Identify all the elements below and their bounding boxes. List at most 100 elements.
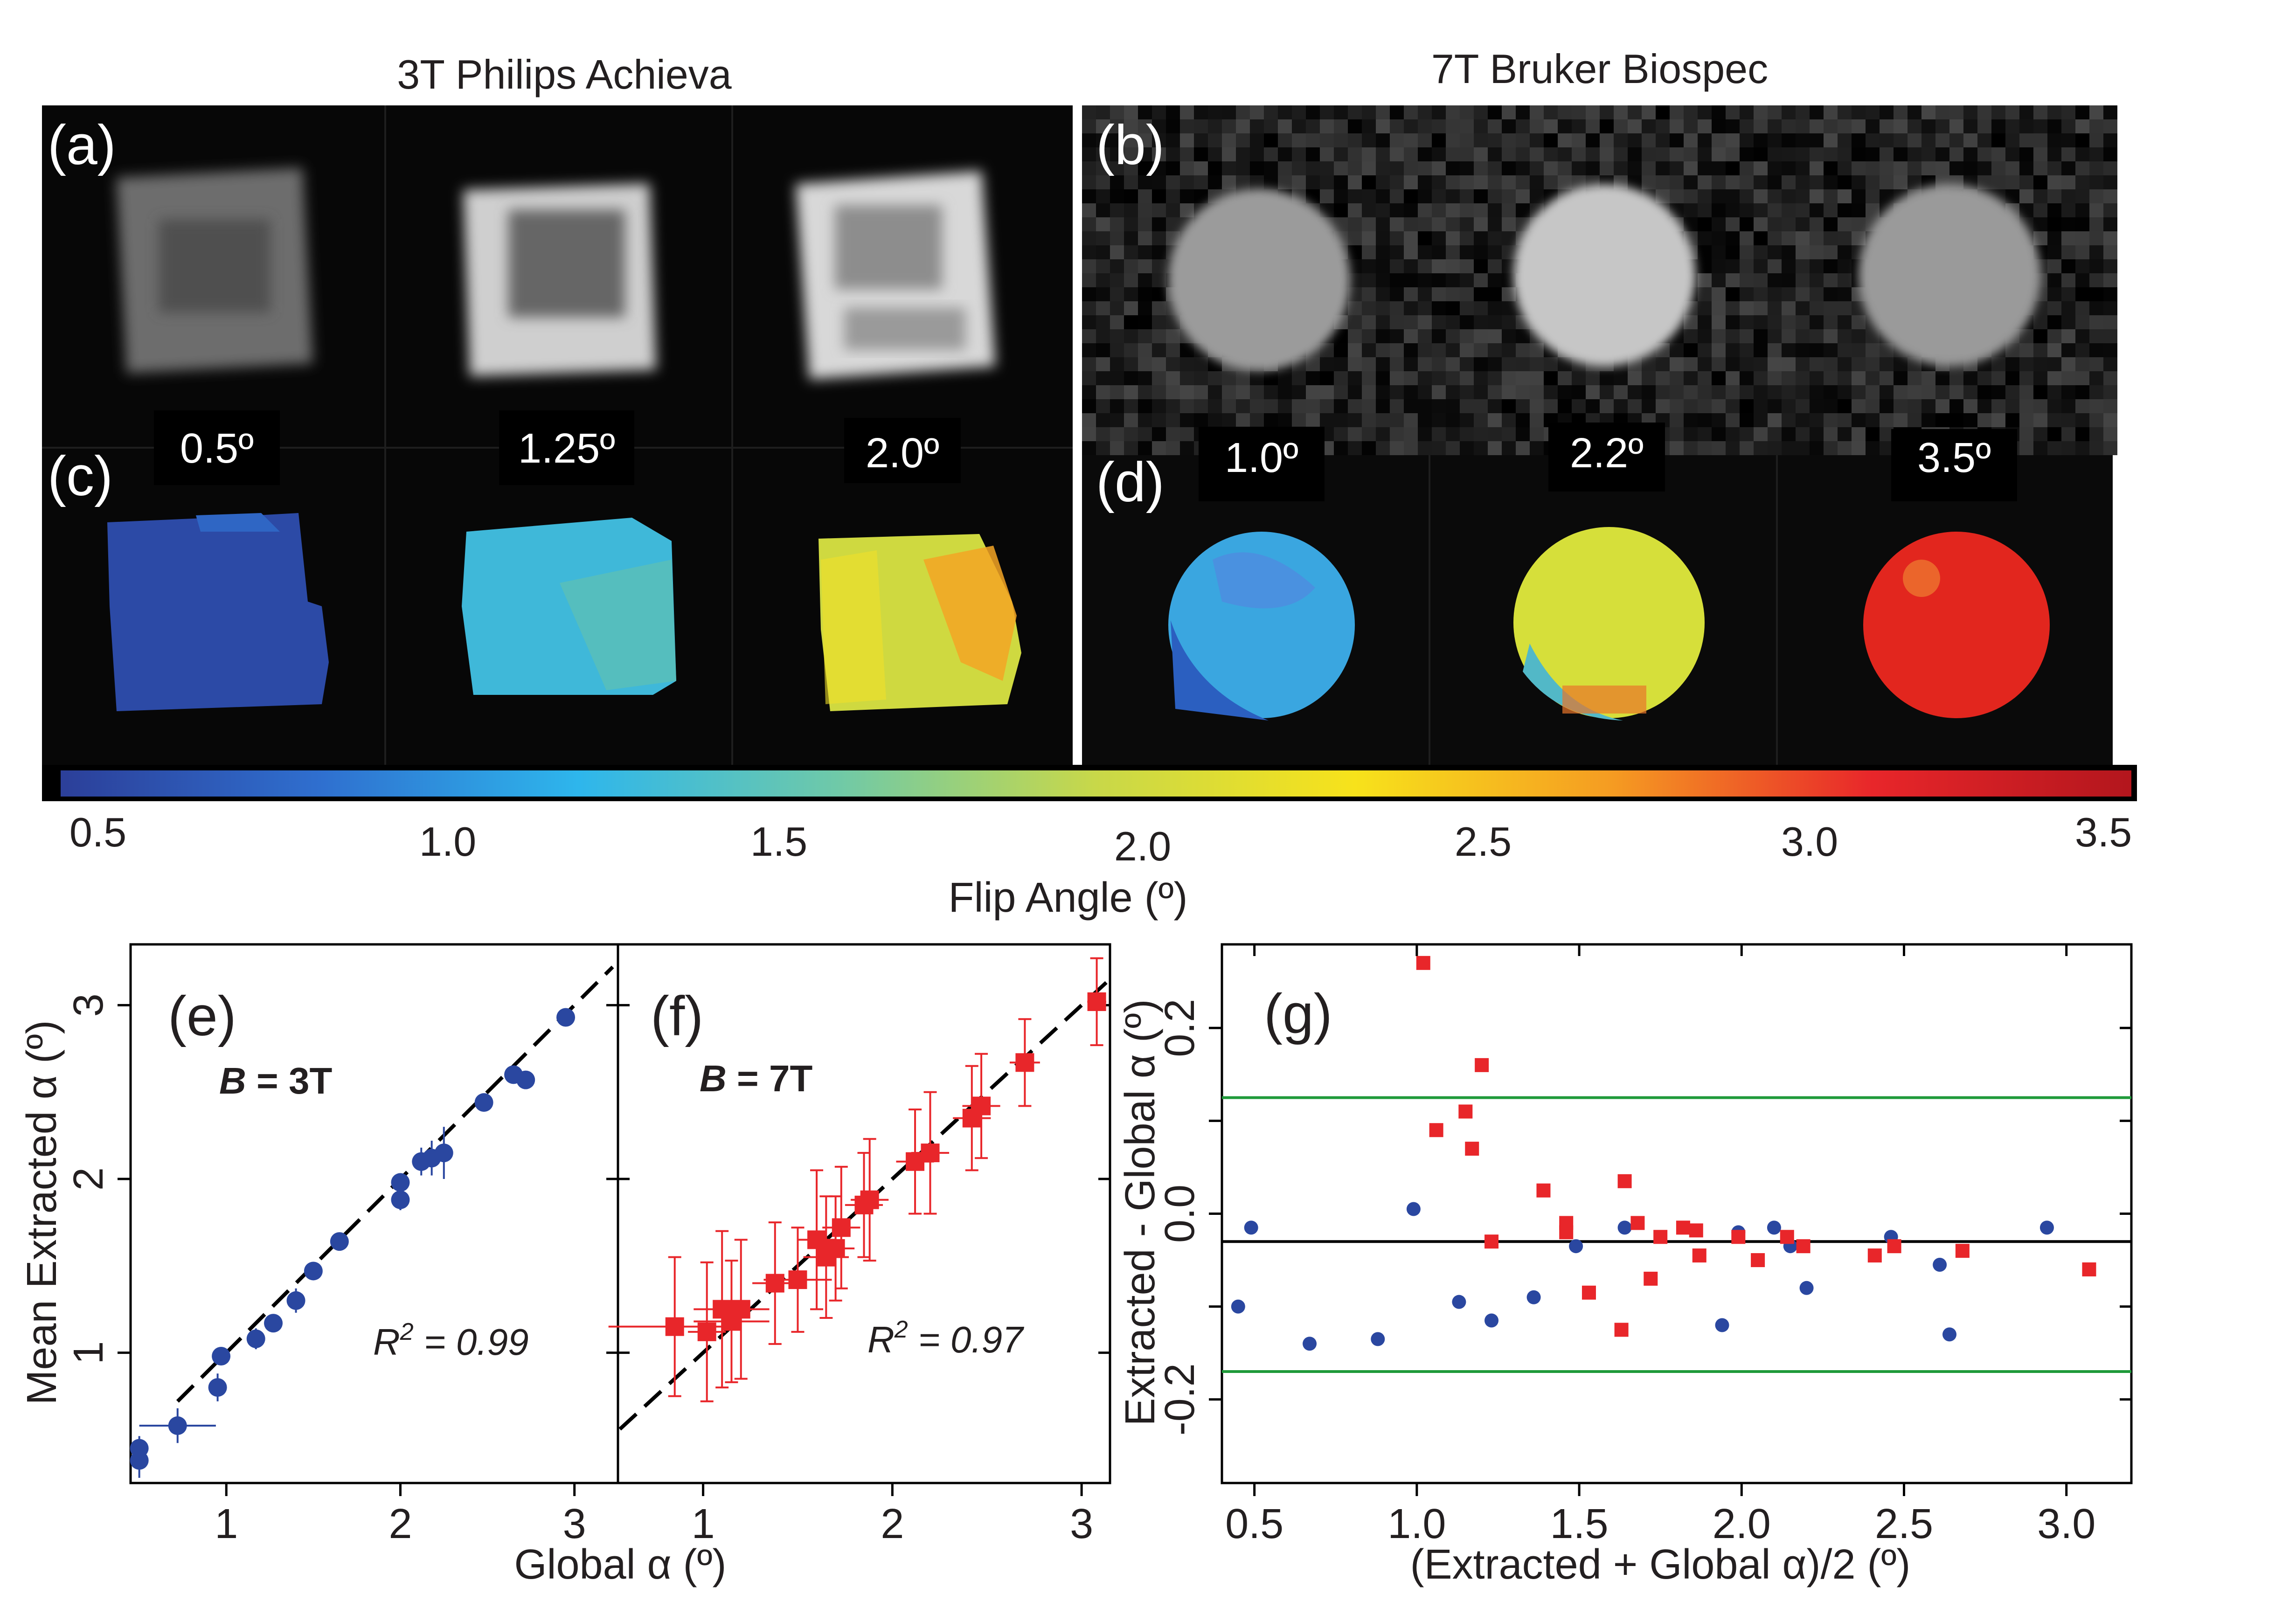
data-point	[304, 1261, 323, 1281]
flip-map-1-0	[1168, 532, 1355, 721]
data-point	[1644, 1271, 1658, 1286]
flip-label-3t-2: 2.0º	[866, 430, 939, 477]
colorbar-tick-label: 2.0	[1114, 823, 1171, 869]
x-tick-label: 1.0	[1387, 1501, 1446, 1547]
data-point	[1569, 1239, 1583, 1254]
y-tick-label: 0.0	[1157, 1185, 1203, 1243]
data-point	[1780, 1230, 1794, 1244]
data-point	[1799, 1281, 1814, 1295]
data-point	[921, 1144, 940, 1163]
data-point	[1751, 1253, 1765, 1268]
x-tick-label: 1.5	[1550, 1501, 1609, 1547]
data-point	[972, 1096, 991, 1116]
colorbar-tick-label: 1.0	[419, 818, 476, 865]
flip-map-3-5	[1863, 532, 2050, 718]
data-point	[1731, 1230, 1746, 1244]
panel-label-c: (c)	[48, 445, 113, 507]
y-tick-label: 2	[65, 1167, 112, 1191]
data-point	[516, 1070, 535, 1089]
plot-frame	[1221, 943, 2133, 1484]
y-tick-label: 1	[65, 1341, 112, 1365]
data-point	[330, 1232, 349, 1251]
magnitude-image-1-25	[463, 183, 656, 376]
panel-label-a: (a)	[48, 114, 116, 176]
data-point	[1692, 1248, 1706, 1263]
colorbar	[61, 770, 2131, 797]
data-point	[208, 1378, 227, 1397]
y-tick-label: 0.2	[1157, 999, 1203, 1057]
x-tick-label: 2	[881, 1501, 904, 1547]
colorbar-tick-label: 0.5	[69, 809, 126, 855]
data-point	[2082, 1262, 2096, 1276]
colorbar-tick-label: 3.5	[2075, 809, 2132, 855]
magnitude-image-3-5	[1859, 184, 2040, 366]
data-point	[1796, 1239, 1810, 1254]
data-point	[860, 1190, 879, 1209]
data-point	[1303, 1337, 1317, 1351]
field-strength-label: B = 7T	[700, 1058, 812, 1099]
data-point	[1416, 956, 1430, 970]
x-axis-label: (Extracted + Global α)/2 (º)	[1410, 1541, 1911, 1588]
flip-label-7t-2: 3.5º	[1917, 435, 1991, 481]
flip-map-0-5	[107, 513, 329, 711]
r-squared-label: R2 = 0.97	[867, 1316, 1024, 1360]
data-point	[665, 1317, 684, 1336]
data-point	[1689, 1223, 1703, 1238]
data-point	[1715, 1318, 1729, 1332]
magnitude-image-0-5	[116, 167, 313, 374]
data-point	[391, 1190, 410, 1209]
data-point	[1484, 1313, 1499, 1328]
flip-label-7t-0: 1.0º	[1225, 435, 1298, 481]
panel-label-f: (f)	[651, 985, 703, 1047]
data-point	[286, 1291, 305, 1310]
y-axis-label: Mean Extracted α (º)	[19, 1020, 65, 1405]
colorbar-title: Flip Angle (º)	[948, 874, 1187, 921]
data-point	[2039, 1220, 2054, 1235]
data-point	[434, 1144, 453, 1163]
data-point	[1630, 1216, 1645, 1230]
data-point	[1582, 1285, 1596, 1300]
data-point	[765, 1274, 784, 1293]
data-point	[391, 1173, 410, 1192]
magnitude-image-2-0	[795, 171, 996, 380]
magnitude-image-1-0	[1168, 189, 1350, 371]
x-tick-label: 3	[563, 1501, 586, 1547]
panel-label-b: (b)	[1096, 114, 1165, 176]
data-point	[130, 1451, 149, 1470]
panel-e-plot: 1 2 3 1 2 3 (e) B = 3T R2 = 0.99 Mean Extracted α…	[19, 943, 727, 1588]
data-point	[474, 1093, 493, 1112]
y-tick-label: 3	[65, 993, 112, 1017]
x-tick-label: 0.5	[1225, 1501, 1283, 1547]
magnitude-image-2-2	[1513, 184, 1695, 366]
data-point	[1244, 1220, 1258, 1235]
data-point	[788, 1270, 807, 1289]
data-point	[1617, 1174, 1632, 1188]
x-tick-label: 1	[692, 1501, 715, 1547]
x-tick-label: 2.0	[1713, 1501, 1771, 1547]
data-point	[1617, 1220, 1632, 1235]
panel-label-e: (e)	[168, 985, 236, 1047]
data-point	[1231, 1299, 1245, 1314]
data-point	[1653, 1230, 1668, 1244]
x-tick-label: 2.5	[1875, 1501, 1933, 1547]
colorbar-tick-label: 1.5	[750, 818, 807, 865]
data-point	[1767, 1220, 1781, 1235]
left-scanner-title: 3T Philips Achieva	[397, 51, 732, 97]
panel-label-d: (d)	[1096, 451, 1165, 513]
colorbar-ticks: 0.5 1.0 1.5 2.0 2.5 3.0 3.5	[69, 809, 2132, 869]
data-point	[264, 1314, 283, 1333]
colorbar-tick-label: 3.0	[1781, 818, 1838, 865]
data-point	[1371, 1332, 1385, 1346]
data-point	[1484, 1234, 1499, 1249]
data-point	[1955, 1244, 1970, 1258]
data-point	[1887, 1239, 1901, 1254]
x-tick-label: 3	[1070, 1501, 1093, 1547]
data-point	[1526, 1290, 1541, 1304]
data-point	[1559, 1225, 1574, 1240]
field-strength-label: B = 3T	[219, 1060, 332, 1102]
data-point	[1465, 1142, 1479, 1156]
data-point	[1429, 1123, 1443, 1137]
y-axis-label: Extracted - Global α (º)	[1117, 999, 1164, 1426]
data-point	[1676, 1220, 1690, 1235]
